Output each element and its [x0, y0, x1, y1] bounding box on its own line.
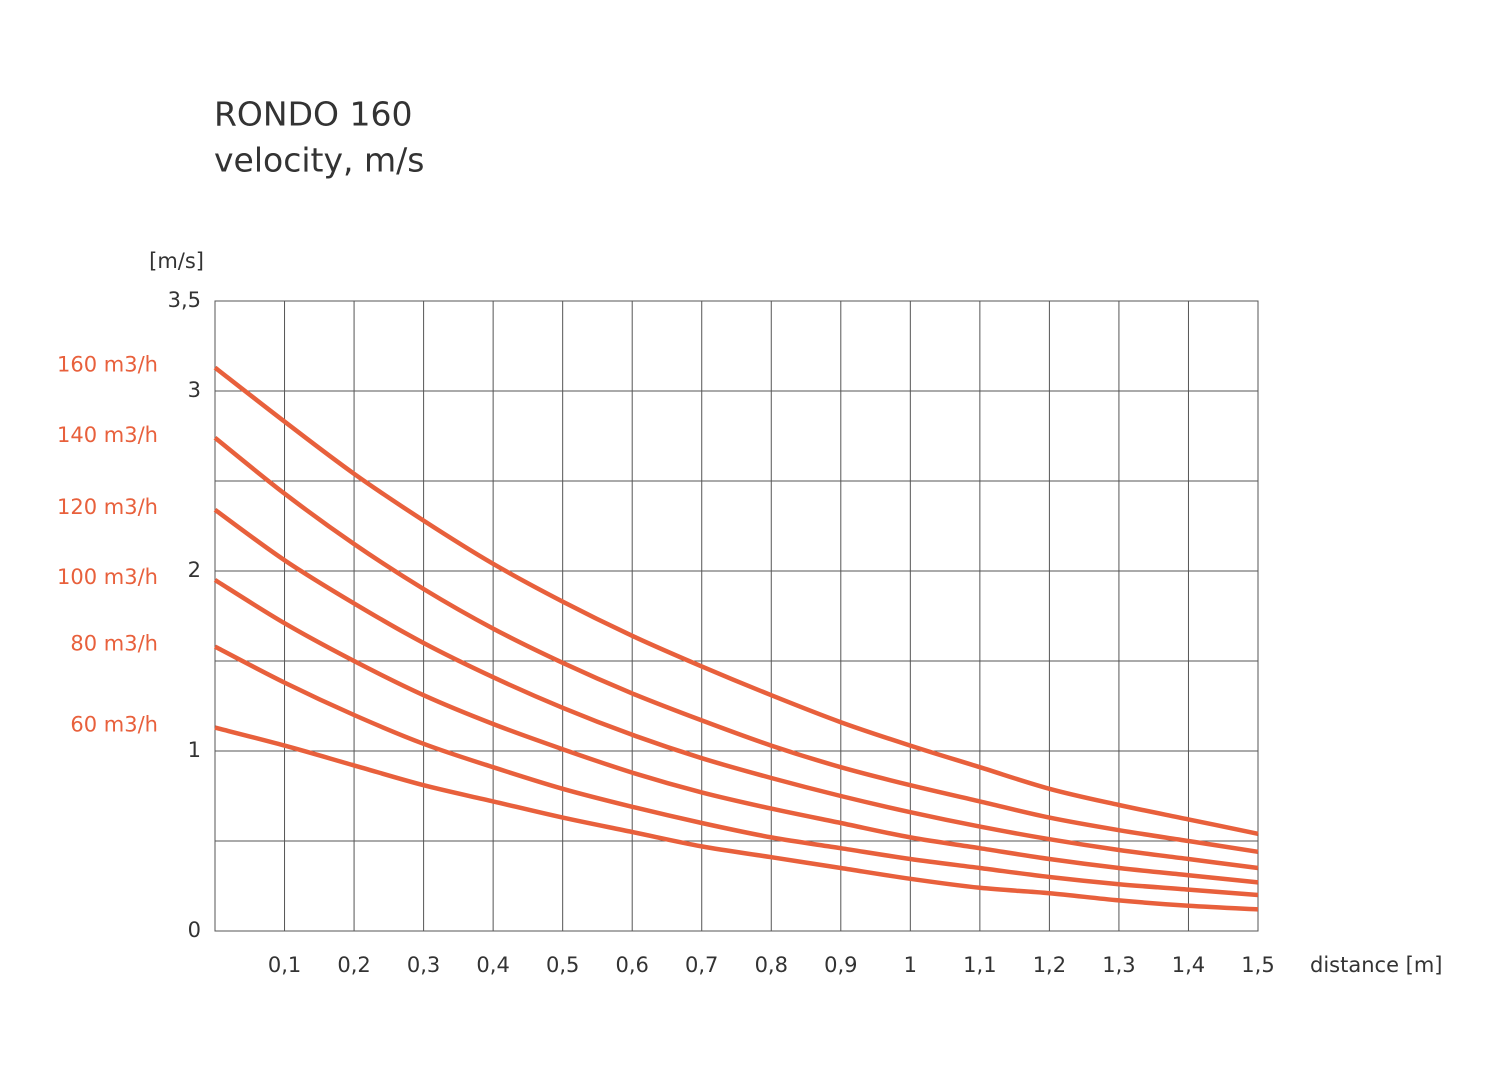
x-tick-label: 1,1: [963, 953, 996, 977]
y-tick-label: 3: [188, 378, 201, 402]
x-tick-label: 0,3: [407, 953, 440, 977]
legend-label: 120 m3/h: [57, 495, 158, 519]
x-tick-label: 1,5: [1241, 953, 1274, 977]
x-tick-label: 1: [904, 953, 917, 977]
legend-label: 100 m3/h: [57, 565, 158, 589]
y-axis-label: [m/s]: [149, 249, 204, 273]
x-tick-label: 0,5: [546, 953, 579, 977]
series-line: [213, 436, 1259, 855]
x-tick-label: 0,9: [824, 953, 857, 977]
series-line: [214, 725, 1259, 912]
series-line: [213, 644, 1259, 898]
x-tick-label: 0,1: [268, 953, 301, 977]
plot-frame: [214, 300, 1259, 932]
x-tick-label: 0,8: [755, 953, 788, 977]
legend-label: 160 m3/h: [57, 353, 158, 377]
x-tick-label: 0,4: [476, 953, 509, 977]
y-tick-label: 2: [188, 558, 201, 582]
x-tick-label: 1,3: [1102, 953, 1135, 977]
x-axis-label: distance [m]: [1310, 953, 1443, 977]
x-tick-label: 1,4: [1172, 953, 1205, 977]
chart-title: RONDO 160: [214, 95, 412, 134]
chart-subtitle: velocity, m/s: [214, 141, 424, 180]
y-tick-label: 0: [188, 918, 201, 942]
y-tick-label: 1: [188, 738, 201, 762]
series-line: [213, 507, 1259, 871]
legend-label: 140 m3/h: [57, 423, 158, 447]
legend-label: 80 m3/h: [70, 632, 158, 656]
x-tick-label: 0,2: [337, 953, 370, 977]
x-tick-label: 0,7: [685, 953, 718, 977]
x-tick-label: 0,6: [615, 953, 648, 977]
y-tick-label: 3,5: [168, 288, 201, 312]
series-line: [213, 578, 1259, 885]
x-tick-label: 1,2: [1033, 953, 1066, 977]
legend-label: 60 m3/h: [70, 713, 158, 737]
series-line: [213, 365, 1259, 837]
